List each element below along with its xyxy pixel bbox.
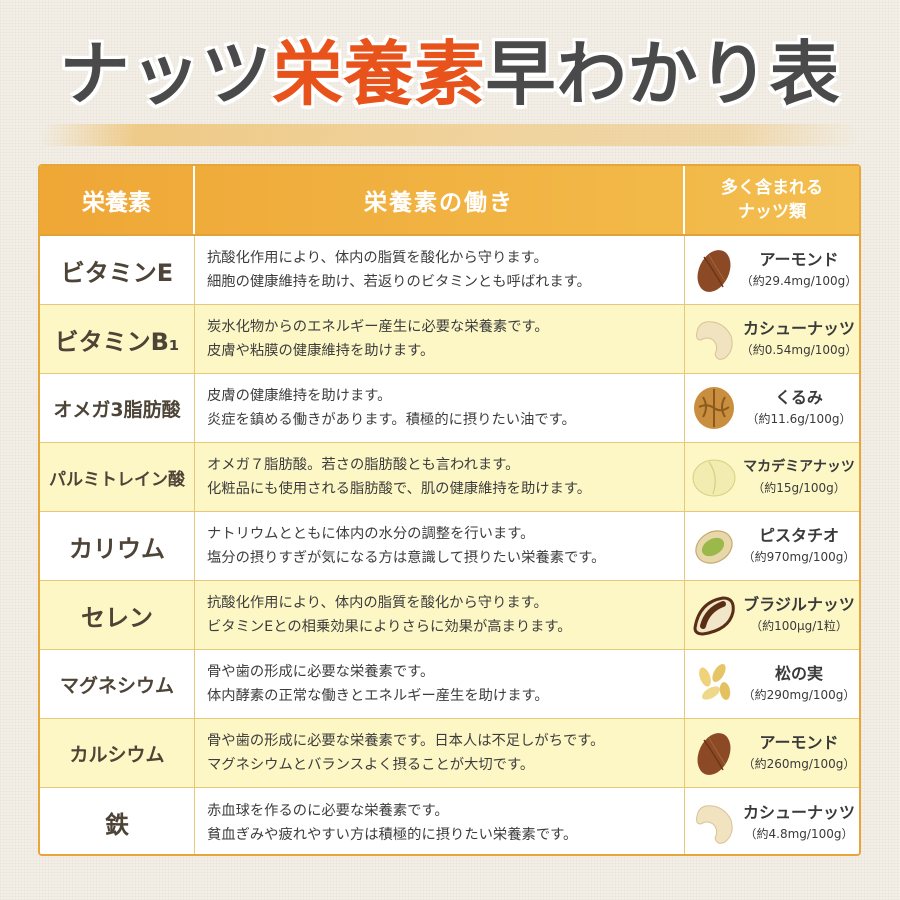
nut-name: 松の実 bbox=[774, 664, 823, 683]
header-nuts-line1: 多く含まれる bbox=[721, 178, 823, 198]
nut-name: カシューナッツ bbox=[742, 802, 855, 822]
table-row: 鉄 赤血球を作るのに必要な栄養素です。 貧血ぎみや疲れやすい方は積極的に摂りたい… bbox=[40, 788, 859, 854]
nut-name: くるみ bbox=[775, 388, 823, 407]
description-line: ナトリウムとともに体内の水分の調整を行います。 bbox=[207, 526, 535, 542]
nut-cell: ピスタチオ （約970mg/100g） bbox=[685, 512, 859, 580]
nut-name: アーモンド bbox=[759, 250, 839, 269]
header-function: 栄養素の働き bbox=[195, 166, 685, 234]
description-line: 体内酵素の正常な働きとエネルギー産生を助けます。 bbox=[207, 688, 549, 704]
table-header-row: 栄養素 栄養素の働き 多く含まれる ナッツ類 bbox=[40, 166, 859, 236]
description-line: 抗酸化作用により、体内の脂質を酸化から守ります。 bbox=[207, 250, 548, 266]
almond-icon bbox=[697, 250, 731, 292]
nutrient-description: オメガ７脂肪酸。若さの脂肪酸とも言われます。 化粧品にも使用される脂肪酸で、肌の… bbox=[195, 443, 685, 511]
nut-cell: ブラジルナッツ （約100μg/1粒） bbox=[685, 581, 859, 649]
nut-cell: 松の実 （約290mg/100g） bbox=[685, 650, 859, 718]
cashew-icon bbox=[696, 804, 733, 844]
nutrient-name: セレン bbox=[40, 581, 195, 649]
nutrient-name: 鉄 bbox=[40, 788, 195, 854]
macadamia-icon bbox=[692, 459, 736, 497]
description-line: ビタミンEとの相乗効果によりさらに効果が高まります。 bbox=[207, 619, 572, 635]
description-line: マグネシウムとバランスよく摂ることが大切です。 bbox=[207, 757, 535, 773]
title-part2: 栄養素 bbox=[272, 32, 486, 115]
nutrient-name: パルミトレイン酸 bbox=[40, 443, 195, 511]
nutrient-name: ビタミンB₁ bbox=[40, 305, 195, 373]
description-line: 炎症を鎮める働きがあります。積極的に摂りたい油です。 bbox=[207, 412, 576, 428]
description-line: 化粧品にも使用される脂肪酸で、肌の健康維持を助けます。 bbox=[207, 481, 592, 497]
table-row: オメガ3脂肪酸 皮膚の健康維持を助けます。 炎症を鎮める働きがあります。積極的に… bbox=[40, 374, 859, 443]
nut-name: ピスタチオ bbox=[758, 526, 839, 545]
description-line: 塩分の摂りすぎが気になる方は意識して摂りたい栄養素です。 bbox=[207, 550, 606, 566]
nutrient-name: カルシウム bbox=[40, 719, 195, 787]
almond-icon bbox=[697, 733, 731, 775]
nutrient-description: 骨や歯の形成に必要な栄養素です。 体内酵素の正常な働きとエネルギー産生を助けます… bbox=[195, 650, 685, 718]
nutrient-description: 抗酸化作用により、体内の脂質を酸化から守ります。 ビタミンEとの相乗効果によりさ… bbox=[195, 581, 685, 649]
description-line: 抗酸化作用により、体内の脂質を酸化から守ります。 bbox=[207, 595, 548, 611]
description-line: オメガ７脂肪酸。若さの脂肪酸とも言われます。 bbox=[207, 457, 520, 473]
description-line: 皮膚や粘膜の健康維持を助けます。 bbox=[207, 343, 435, 359]
nut-cell: アーモンド （約29.4mg/100g） bbox=[685, 236, 859, 304]
description-line: 赤血球を作るのに必要な栄養素です。 bbox=[207, 802, 449, 819]
nutrient-description: 抗酸化作用により、体内の脂質を酸化から守ります。 細胞の健康維持を助け、若返りの… bbox=[195, 236, 685, 304]
nut-name: アーモンド bbox=[759, 733, 839, 752]
description-line: 骨や歯の形成に必要な栄養素です。 bbox=[207, 664, 435, 680]
title-underline-brush bbox=[38, 124, 862, 146]
description-line: 骨や歯の形成に必要な栄養素です。日本人は不足しがちです。 bbox=[207, 733, 605, 749]
walnut-icon bbox=[694, 387, 734, 429]
page-title: ナッツ 栄養素 早わかり表 bbox=[0, 18, 900, 118]
header-nuts: 多く含まれる ナッツ類 bbox=[685, 166, 859, 234]
nut-amount: （約29.4mg/100g） bbox=[740, 274, 858, 288]
header-nuts-line2: ナッツ類 bbox=[738, 202, 806, 222]
description-line: 皮膚の健康維持を助けます。 bbox=[207, 388, 392, 404]
nut-name: ブラジルナッツ bbox=[743, 595, 855, 614]
title-part1: ナッツ bbox=[59, 32, 273, 115]
nut-cell: くるみ （約11.6g/100g） bbox=[685, 374, 859, 442]
cashew-icon bbox=[696, 321, 733, 360]
nutrient-name: オメガ3脂肪酸 bbox=[40, 374, 195, 442]
nut-amount: （約11.6g/100g） bbox=[746, 412, 852, 426]
nut-cell: カシューナッツ （約0.54mg/100g） bbox=[685, 305, 859, 373]
table-row: マグネシウム 骨や歯の形成に必要な栄養素です。 体内酵素の正常な働きとエネルギー… bbox=[40, 650, 859, 719]
table-row: パルミトレイン酸 オメガ７脂肪酸。若さの脂肪酸とも言われます。 化粧品にも使用さ… bbox=[40, 443, 859, 512]
table-row: カルシウム 骨や歯の形成に必要な栄養素です。日本人は不足しがちです。 マグネシウ… bbox=[40, 719, 859, 788]
nutrient-name: マグネシウム bbox=[40, 650, 195, 718]
nut-amount: （約100μg/1粒） bbox=[750, 619, 848, 633]
nutrient-description: 皮膚の健康維持を助けます。 炎症を鎮める働きがあります。積極的に摂りたい油です。 bbox=[195, 374, 685, 442]
nut-amount: （約290mg/100g） bbox=[742, 688, 856, 702]
nutrient-name: カリウム bbox=[40, 512, 195, 580]
nut-amount: （約970mg/100g） bbox=[742, 550, 856, 564]
description-line: 貧血ぎみや疲れやすい方は積極的に摂りたい栄養素です。 bbox=[207, 826, 578, 843]
pistachio-icon bbox=[695, 530, 733, 564]
table-row: ビタミンB₁ 炭水化物からのエネルギー産生に必要な栄養素です。 皮膚や粘膜の健康… bbox=[40, 305, 859, 374]
nut-cell: カシューナッツ （約4.8mg/100g） bbox=[685, 788, 859, 854]
table-row: ビタミンE 抗酸化作用により、体内の脂質を酸化から守ります。 細胞の健康維持を助… bbox=[40, 236, 859, 305]
nutrient-name: ビタミンE bbox=[40, 236, 195, 304]
description-line: 細胞の健康維持を助け、若返りのビタミンとも呼ばれます。 bbox=[207, 274, 591, 290]
header-nutrient: 栄養素 bbox=[40, 166, 195, 234]
nut-name: カシューナッツ bbox=[742, 319, 855, 338]
brazil-nut-icon bbox=[693, 596, 735, 636]
nutrient-description: 炭水化物からのエネルギー産生に必要な栄養素です。 皮膚や粘膜の健康維持を助けます… bbox=[195, 305, 685, 373]
description-line: 炭水化物からのエネルギー産生に必要な栄養素です。 bbox=[207, 319, 549, 335]
nut-name: マカデミアナッツ bbox=[743, 459, 855, 475]
nut-amount: （約15g/100g） bbox=[752, 481, 846, 495]
nut-amount: （約260mg/100g） bbox=[742, 757, 856, 771]
nutrient-description: 赤血球を作るのに必要な栄養素です。 貧血ぎみや疲れやすい方は積極的に摂りたい栄養… bbox=[195, 788, 685, 854]
nut-amount: （約0.54mg/100g） bbox=[740, 343, 858, 357]
title-part3: 早わかり表 bbox=[485, 32, 841, 115]
pine-nut-icon bbox=[699, 663, 731, 700]
nut-cell: アーモンド （約260mg/100g） bbox=[685, 719, 859, 787]
nut-cell: マカデミアナッツ （約15g/100g） bbox=[685, 443, 859, 511]
nutrient-description: ナトリウムとともに体内の水分の調整を行います。 塩分の摂りすぎが気になる方は意識… bbox=[195, 512, 685, 580]
nutrient-description: 骨や歯の形成に必要な栄養素です。日本人は不足しがちです。 マグネシウムとバランス… bbox=[195, 719, 685, 787]
nut-amount: （約4.8mg/100g） bbox=[744, 826, 854, 841]
table-row: セレン 抗酸化作用により、体内の脂質を酸化から守ります。 ビタミンEとの相乗効果… bbox=[40, 581, 859, 650]
table-row: カリウム ナトリウムとともに体内の水分の調整を行います。 塩分の摂りすぎが気にな… bbox=[40, 512, 859, 581]
nutrient-table: 栄養素 栄養素の働き 多く含まれる ナッツ類 ビタミンE 抗酸化作用により、体内… bbox=[38, 164, 861, 856]
